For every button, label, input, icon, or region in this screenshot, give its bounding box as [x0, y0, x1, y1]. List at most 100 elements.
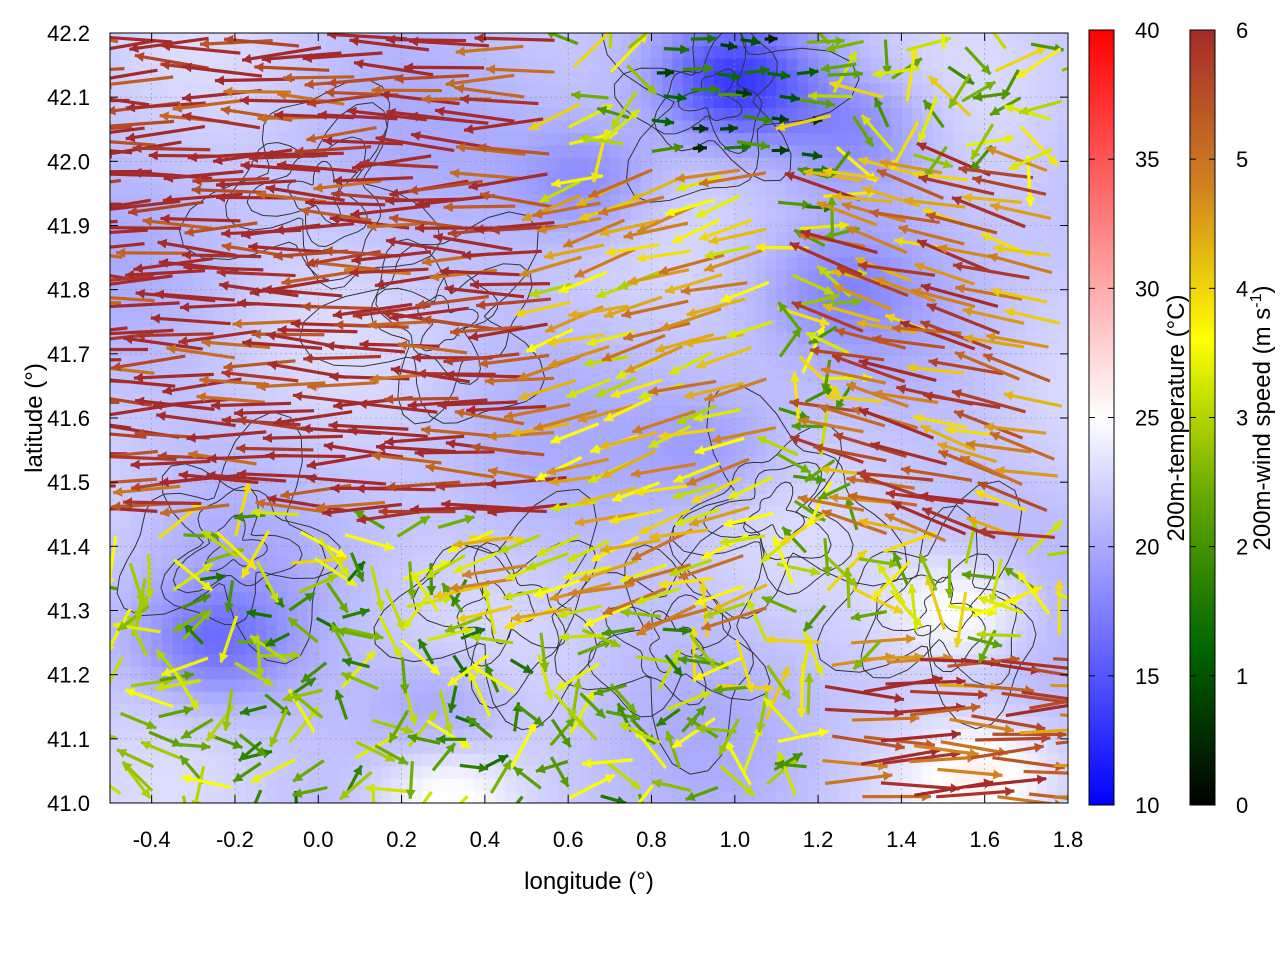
heatmap-cell — [568, 331, 580, 345]
heatmap-cell — [422, 380, 434, 394]
heatmap-cell — [151, 268, 163, 282]
heatmap-cell — [776, 256, 788, 270]
heatmap-cell — [922, 666, 934, 680]
heatmap-cell — [901, 206, 913, 220]
heatmap-cell — [224, 616, 236, 630]
heatmap-cell — [505, 691, 517, 705]
heatmap-cell — [838, 144, 850, 158]
heatmap-cell — [922, 355, 934, 369]
heatmap-cell — [661, 144, 673, 158]
heatmap-cell — [349, 790, 361, 803]
heatmap-cell — [901, 95, 913, 109]
heatmap-cell — [609, 182, 621, 196]
heatmap-cell — [818, 306, 830, 320]
heatmap-cell — [516, 231, 528, 245]
heatmap-cell — [609, 765, 621, 779]
heatmap-cell — [411, 119, 423, 133]
heatmap-cell — [474, 144, 486, 158]
heatmap-cell — [151, 442, 163, 456]
heatmap-cell — [443, 380, 455, 394]
heatmap-cell — [922, 418, 934, 432]
heatmap-cell — [568, 157, 580, 171]
heatmap-cell — [776, 455, 788, 469]
heatmap-cell — [797, 504, 809, 518]
heatmap-cell — [870, 70, 882, 84]
heatmap-cell — [495, 318, 507, 332]
heatmap-cell — [838, 629, 850, 643]
heatmap-cell — [443, 331, 455, 345]
heatmap-cell — [620, 703, 632, 717]
heatmap-cell — [370, 567, 382, 581]
heatmap-cell — [495, 405, 507, 419]
heatmap-cell — [422, 57, 434, 71]
heatmap-cell — [297, 82, 309, 96]
heatmap-cell — [484, 418, 496, 432]
heatmap-cell — [890, 169, 902, 183]
heatmap-cell — [453, 542, 465, 556]
heatmap-cell — [630, 231, 642, 245]
heatmap-cell — [661, 157, 673, 171]
heatmap-cell — [505, 306, 517, 320]
heatmap-cell — [526, 753, 538, 767]
heatmap-cell — [547, 579, 559, 593]
heatmap-cell — [807, 430, 819, 444]
heatmap-cell — [203, 219, 215, 233]
heatmap-cell — [505, 281, 517, 295]
heatmap-cell — [838, 231, 850, 245]
heatmap-cell — [703, 740, 715, 754]
heatmap-cell — [214, 268, 226, 282]
heatmap-cell — [536, 778, 548, 792]
heatmap-cell — [203, 380, 215, 394]
heatmap-cell — [911, 579, 923, 593]
heatmap-cell — [495, 616, 507, 630]
heatmap-cell — [380, 703, 392, 717]
heatmap-cell — [589, 517, 601, 531]
heatmap-cell — [568, 678, 580, 692]
heatmap-cell — [234, 231, 246, 245]
heatmap-cell — [287, 579, 299, 593]
heatmap-cell — [880, 268, 892, 282]
heatmap-cell — [578, 753, 590, 767]
heatmap-cell — [911, 45, 923, 59]
heatmap-cell — [203, 281, 215, 295]
heatmap-cell — [880, 144, 892, 158]
heatmap-cell — [672, 268, 684, 282]
heatmap-cell — [724, 306, 736, 320]
heatmap-cell — [745, 753, 757, 767]
heatmap-cell — [224, 182, 236, 196]
heatmap-cell — [745, 231, 757, 245]
heatmap-cell — [370, 666, 382, 680]
heatmap-cell — [484, 244, 496, 258]
heatmap-cell — [214, 82, 226, 96]
heatmap-cell — [172, 182, 184, 196]
heatmap-cell — [193, 405, 205, 419]
heatmap-cell — [713, 206, 725, 220]
heatmap-cell — [703, 753, 715, 767]
heatmap-cell — [849, 430, 861, 444]
heatmap-cell — [693, 45, 705, 59]
heatmap-cell — [474, 268, 486, 282]
heatmap-cell — [401, 492, 413, 506]
heatmap-cell — [328, 765, 340, 779]
heatmap-cell — [464, 157, 476, 171]
heatmap-cell — [151, 132, 163, 146]
heatmap-cell — [214, 33, 226, 47]
heatmap-cell — [359, 678, 371, 692]
heatmap-cell — [807, 579, 819, 593]
heatmap-cell — [297, 691, 309, 705]
heatmap-cell — [797, 554, 809, 568]
heatmap-cell — [641, 778, 653, 792]
heatmap-cell — [287, 529, 299, 543]
heatmap-cell — [151, 666, 163, 680]
heatmap-cell — [214, 691, 226, 705]
heatmap-cell — [162, 157, 174, 171]
heatmap-cell — [745, 666, 757, 680]
heatmap-cell — [422, 281, 434, 295]
heatmap-cell — [234, 517, 246, 531]
heatmap-cell — [411, 753, 423, 767]
heatmap-cell — [526, 641, 538, 655]
heatmap-cell — [505, 368, 517, 382]
heatmap-cell — [766, 132, 778, 146]
heatmap-cell — [713, 293, 725, 307]
heatmap-cell — [214, 504, 226, 518]
